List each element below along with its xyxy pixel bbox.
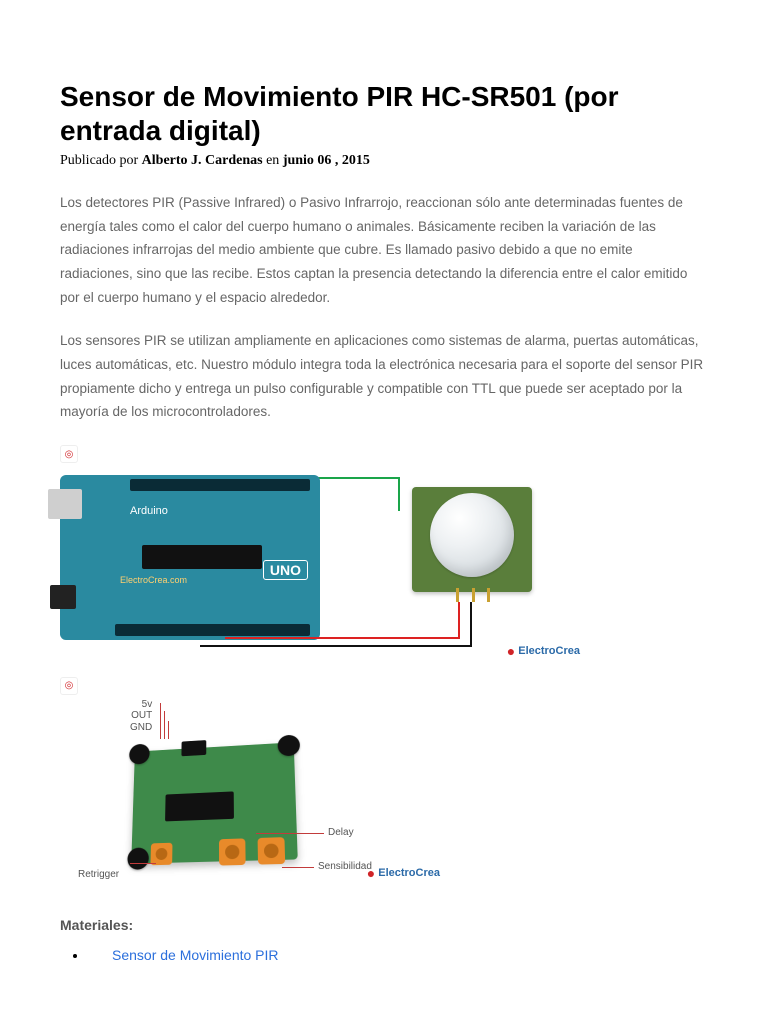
watermark-electrocrea: ● ElectroCrea — [507, 643, 580, 659]
pir-pins — [456, 588, 490, 602]
byline-prefix: Publicado por — [60, 153, 142, 168]
byline-date: junio 06 , 2015 — [283, 153, 370, 168]
potentiometer-delay-icon — [219, 838, 246, 865]
pir-back-diagram: 5v OUT GND Retrigger — [60, 699, 460, 899]
mcu-chip-icon — [142, 545, 262, 569]
paragraph-1: Los detectores PIR (Passive Infrared) o … — [60, 191, 708, 309]
annotation-sensitivity-label: Sensibilidad — [318, 861, 372, 872]
pir-dome-icon — [430, 493, 514, 577]
figure-wiring: ◎ Arduino UNO ElectroCrea.com — [60, 444, 708, 658]
annotation-line — [130, 863, 156, 864]
wire-vcc — [225, 637, 460, 639]
ic-chip-icon — [165, 791, 234, 821]
page-title: Sensor de Movimiento PIR HC-SR501 (por e… — [60, 80, 708, 147]
annotation-delay-label: Delay — [328, 827, 354, 838]
wire-gnd — [470, 602, 472, 647]
annotation-line — [168, 721, 169, 739]
pin-label-5v: 5v — [130, 699, 152, 711]
capacitor-icon — [277, 734, 300, 756]
watermark-dot-icon: ● — [507, 643, 515, 659]
annotation-line — [164, 711, 165, 739]
arduino-brand-label: Arduino — [130, 505, 168, 517]
annotation-retrigger-label: Retrigger — [78, 869, 119, 880]
annotation-delay: Delay — [328, 827, 354, 838]
pin-header-bottom — [115, 624, 310, 636]
pin-header-top — [130, 479, 310, 491]
arduino-model-label: UNO — [263, 560, 308, 580]
capacitor-icon — [127, 847, 149, 869]
paragraph-2: Los sensores PIR se utilizan ampliamente… — [60, 329, 708, 424]
electrocrea-badge-icon: ◎ — [60, 445, 78, 463]
annotation-line — [282, 867, 314, 868]
materials-list: Sensor de Movimiento PIR — [60, 947, 708, 963]
usb-port-icon — [48, 489, 82, 519]
watermark-dot-icon: ● — [367, 865, 375, 881]
watermark-text: ElectroCrea — [518, 645, 580, 657]
pin-label-group: 5v OUT GND — [130, 699, 152, 734]
material-link-pir[interactable]: Sensor de Movimiento PIR — [112, 947, 279, 963]
pin-label-gnd: GND — [130, 722, 152, 734]
annotation-line — [256, 833, 324, 834]
pir-module-back — [131, 742, 298, 863]
list-item: Sensor de Movimiento PIR — [88, 947, 708, 963]
electrocrea-micro-label: ElectroCrea.com — [120, 575, 187, 585]
watermark-electrocrea: ● ElectroCrea — [367, 865, 440, 881]
byline: Publicado por Alberto J. Cardenas en jun… — [60, 153, 708, 169]
pin-label-out: OUT — [130, 710, 152, 722]
potentiometer-sensitivity-icon — [258, 837, 286, 864]
byline-joiner: en — [263, 153, 283, 168]
pin-header-icon — [181, 740, 206, 756]
watermark-text: ElectroCrea — [378, 867, 440, 879]
annotation-retrigger: Retrigger — [78, 869, 119, 880]
jumper-retrigger-icon — [150, 842, 172, 865]
figure-pir-back: ◎ 5v OUT GND — [60, 675, 708, 899]
materials-heading: Materiales: — [60, 917, 708, 933]
capacitor-icon — [129, 743, 150, 764]
wire-vcc — [458, 602, 460, 639]
annotation-sensitivity: Sensibilidad — [318, 861, 372, 872]
electrocrea-badge-icon: ◎ — [60, 677, 78, 695]
wire-gnd — [200, 645, 472, 647]
byline-author: Alberto J. Cardenas — [142, 153, 263, 168]
arduino-board: Arduino UNO ElectroCrea.com — [60, 475, 320, 640]
wiring-diagram: Arduino UNO ElectroCrea.com ● ElectroCre… — [60, 467, 560, 657]
power-jack-icon — [50, 585, 76, 609]
wire-signal — [398, 477, 400, 511]
document-page: Sensor de Movimiento PIR HC-SR501 (por e… — [0, 0, 768, 1003]
annotation-line — [160, 703, 161, 739]
pir-module-front — [412, 487, 532, 592]
